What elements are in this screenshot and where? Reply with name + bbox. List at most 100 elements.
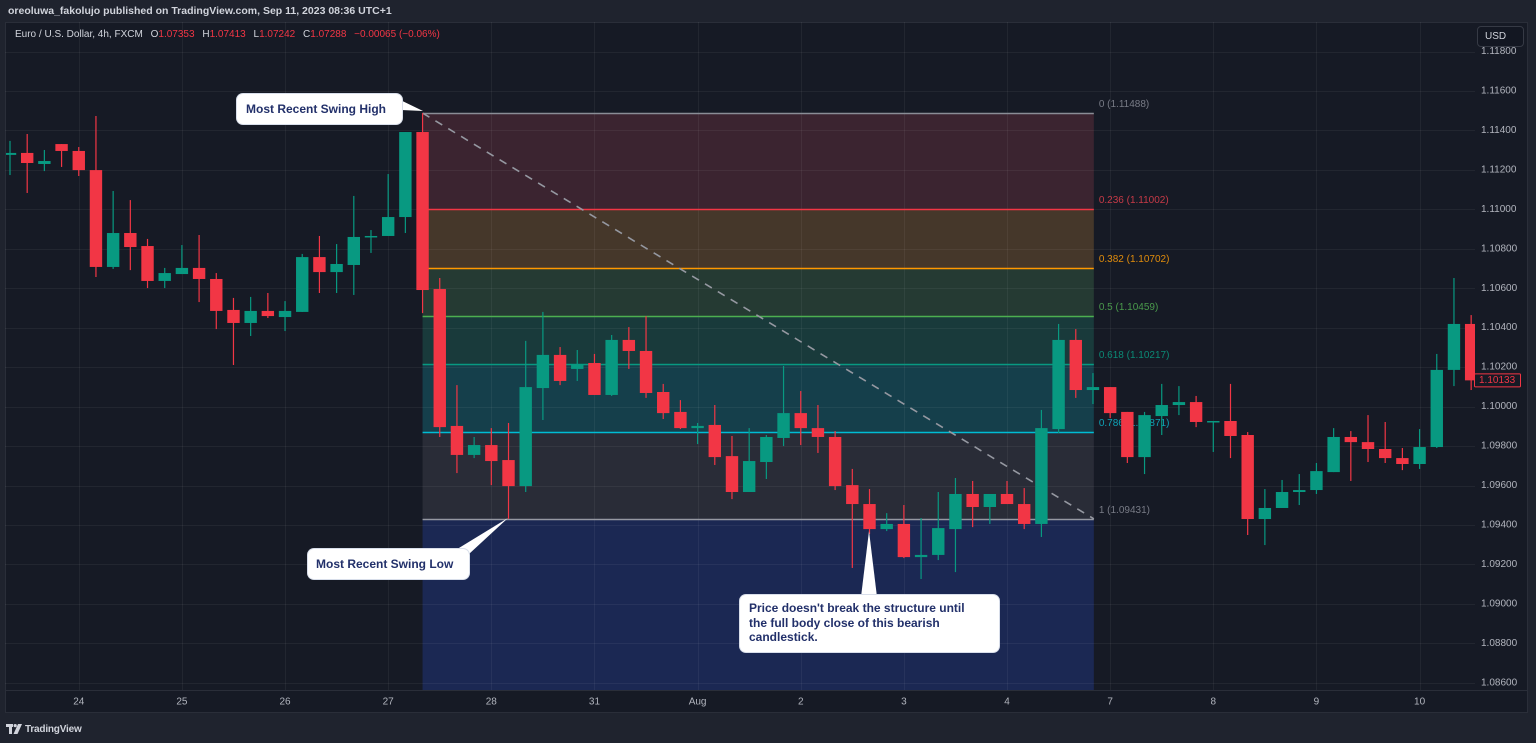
bullish-candle[interactable] xyxy=(914,518,928,579)
bullish-candle[interactable] xyxy=(742,428,756,493)
bearish-candle[interactable] xyxy=(1018,488,1031,530)
bullish-candle[interactable] xyxy=(158,267,171,289)
bullish-candle[interactable] xyxy=(1413,429,1426,469)
bullish-candle[interactable] xyxy=(381,174,395,236)
bullish-candle[interactable] xyxy=(175,245,189,275)
bullish-candle[interactable] xyxy=(296,253,309,312)
footer-branding[interactable]: TradingView xyxy=(6,721,82,737)
bearish-candle[interactable] xyxy=(863,489,876,535)
callout-structure-break[interactable]: Price doesn't break the structure until … xyxy=(740,595,999,652)
bearish-candle[interactable] xyxy=(20,134,34,193)
bullish-candle[interactable] xyxy=(1138,411,1151,475)
bullish-candle[interactable] xyxy=(932,492,945,561)
bullish-candle[interactable] xyxy=(1207,420,1220,452)
bullish-candle[interactable] xyxy=(1293,474,1306,506)
bullish-candle[interactable] xyxy=(1430,353,1443,449)
bearish-candle[interactable] xyxy=(1396,448,1409,471)
bullish-candle[interactable] xyxy=(244,296,257,336)
bearish-candle[interactable] xyxy=(124,200,137,271)
fib-retracement-tool[interactable] xyxy=(422,112,1095,521)
bearish-candle[interactable] xyxy=(227,297,240,365)
bearish-candle[interactable] xyxy=(966,480,979,528)
bearish-candle[interactable] xyxy=(1103,387,1117,419)
bearish-candle[interactable] xyxy=(725,435,739,500)
bearish-candle[interactable] xyxy=(811,405,825,453)
bearish-candle[interactable] xyxy=(450,385,464,474)
fib-zone-0.618 xyxy=(422,363,1094,433)
bearish-candle[interactable] xyxy=(89,116,103,278)
bullish-candle[interactable] xyxy=(571,349,584,381)
bullish-candle[interactable] xyxy=(949,478,962,573)
bearish-candle[interactable] xyxy=(657,383,670,420)
bearish-candle[interactable] xyxy=(622,327,636,369)
bullish-candle[interactable] xyxy=(691,422,704,445)
callout-swing-low[interactable]: Most Recent Swing Low xyxy=(308,549,469,579)
bearish-candle[interactable] xyxy=(210,273,223,330)
bullish-candle[interactable] xyxy=(880,513,893,532)
bullish-candle[interactable] xyxy=(1052,323,1065,434)
bearish-candle[interactable] xyxy=(828,431,842,491)
fib-trend-line[interactable] xyxy=(422,112,1095,520)
bearish-candle[interactable] xyxy=(794,391,807,446)
bullish-candle[interactable] xyxy=(399,132,412,234)
bearish-candle[interactable] xyxy=(261,292,275,319)
bullish-candle[interactable] xyxy=(1086,373,1100,405)
bullish-candle[interactable] xyxy=(347,195,360,295)
bullish-candle[interactable] xyxy=(106,191,120,269)
bullish-candle[interactable] xyxy=(1310,463,1323,494)
bearish-candle[interactable] xyxy=(313,235,326,293)
candle-body xyxy=(897,523,911,558)
bullish-candle[interactable] xyxy=(1035,409,1048,537)
bearish-candle[interactable] xyxy=(1189,395,1203,428)
bullish-candle[interactable] xyxy=(278,301,292,332)
bullish-candle[interactable] xyxy=(760,435,773,479)
currency-button[interactable]: USD xyxy=(1477,26,1524,47)
bullish-candle[interactable] xyxy=(1155,383,1168,436)
bullish-candle[interactable] xyxy=(38,149,51,172)
bullish-candle[interactable] xyxy=(330,244,343,293)
bullish-candle[interactable] xyxy=(519,340,532,493)
bearish-candle[interactable] xyxy=(72,147,85,177)
bullish-candle[interactable] xyxy=(605,334,618,396)
bullish-candle[interactable] xyxy=(364,230,378,253)
price-axis[interactable]: 1.11800 1.11600 1.11400 1.11200 1.11000 1.108… xyxy=(1481,46,1518,688)
bearish-candle[interactable] xyxy=(55,144,68,167)
bearish-candle[interactable] xyxy=(1224,383,1237,459)
bearish-candle[interactable] xyxy=(846,468,859,568)
bearish-candle[interactable] xyxy=(1069,329,1082,398)
bearish-candle[interactable] xyxy=(1121,411,1134,464)
bullish-candle[interactable] xyxy=(536,311,550,421)
bearish-candle[interactable] xyxy=(553,347,567,386)
time-axis[interactable]: 24 25 26 27 28 31 Aug 2 3 4 7 8 9 10 xyxy=(73,697,1425,708)
bullish-candle[interactable] xyxy=(4,140,17,176)
bearish-candle[interactable] xyxy=(1379,421,1392,464)
bearish-candle[interactable] xyxy=(639,316,653,398)
bearish-candle[interactable] xyxy=(588,353,601,395)
bearish-candle[interactable] xyxy=(708,405,721,465)
bullish-candle[interactable] xyxy=(1258,489,1272,546)
bearish-candle[interactable] xyxy=(1000,480,1014,505)
bearish-candle[interactable] xyxy=(141,238,154,289)
bullish-candle[interactable] xyxy=(983,493,997,524)
bearish-candle[interactable] xyxy=(897,505,911,559)
bearish-candle[interactable] xyxy=(502,422,515,519)
bullish-candle[interactable] xyxy=(467,436,481,459)
symbol-legend[interactable]: Euro / U.S. Dollar, 4h, FXCM O1.07353 H1… xyxy=(15,29,440,40)
bullish-candle[interactable] xyxy=(1172,386,1186,416)
bearish-candle[interactable] xyxy=(1344,431,1358,481)
bearish-candle[interactable] xyxy=(1464,315,1477,391)
bullish-candle[interactable] xyxy=(1447,277,1461,387)
bearish-candle[interactable] xyxy=(1361,415,1375,463)
candlestick-series[interactable] xyxy=(4,113,1478,579)
bearish-candle[interactable] xyxy=(674,400,687,430)
bearish-candle[interactable] xyxy=(433,277,446,437)
callout-swing-high[interactable]: Most Recent Swing High xyxy=(237,94,402,124)
bullish-candle[interactable] xyxy=(777,365,790,447)
bullish-candle[interactable] xyxy=(1327,428,1340,473)
bearish-candle[interactable] xyxy=(485,428,498,486)
bullish-candle[interactable] xyxy=(1275,479,1289,508)
bearish-candle[interactable] xyxy=(416,113,429,314)
bearish-candle[interactable] xyxy=(1241,432,1254,536)
bearish-candle[interactable] xyxy=(192,234,206,303)
